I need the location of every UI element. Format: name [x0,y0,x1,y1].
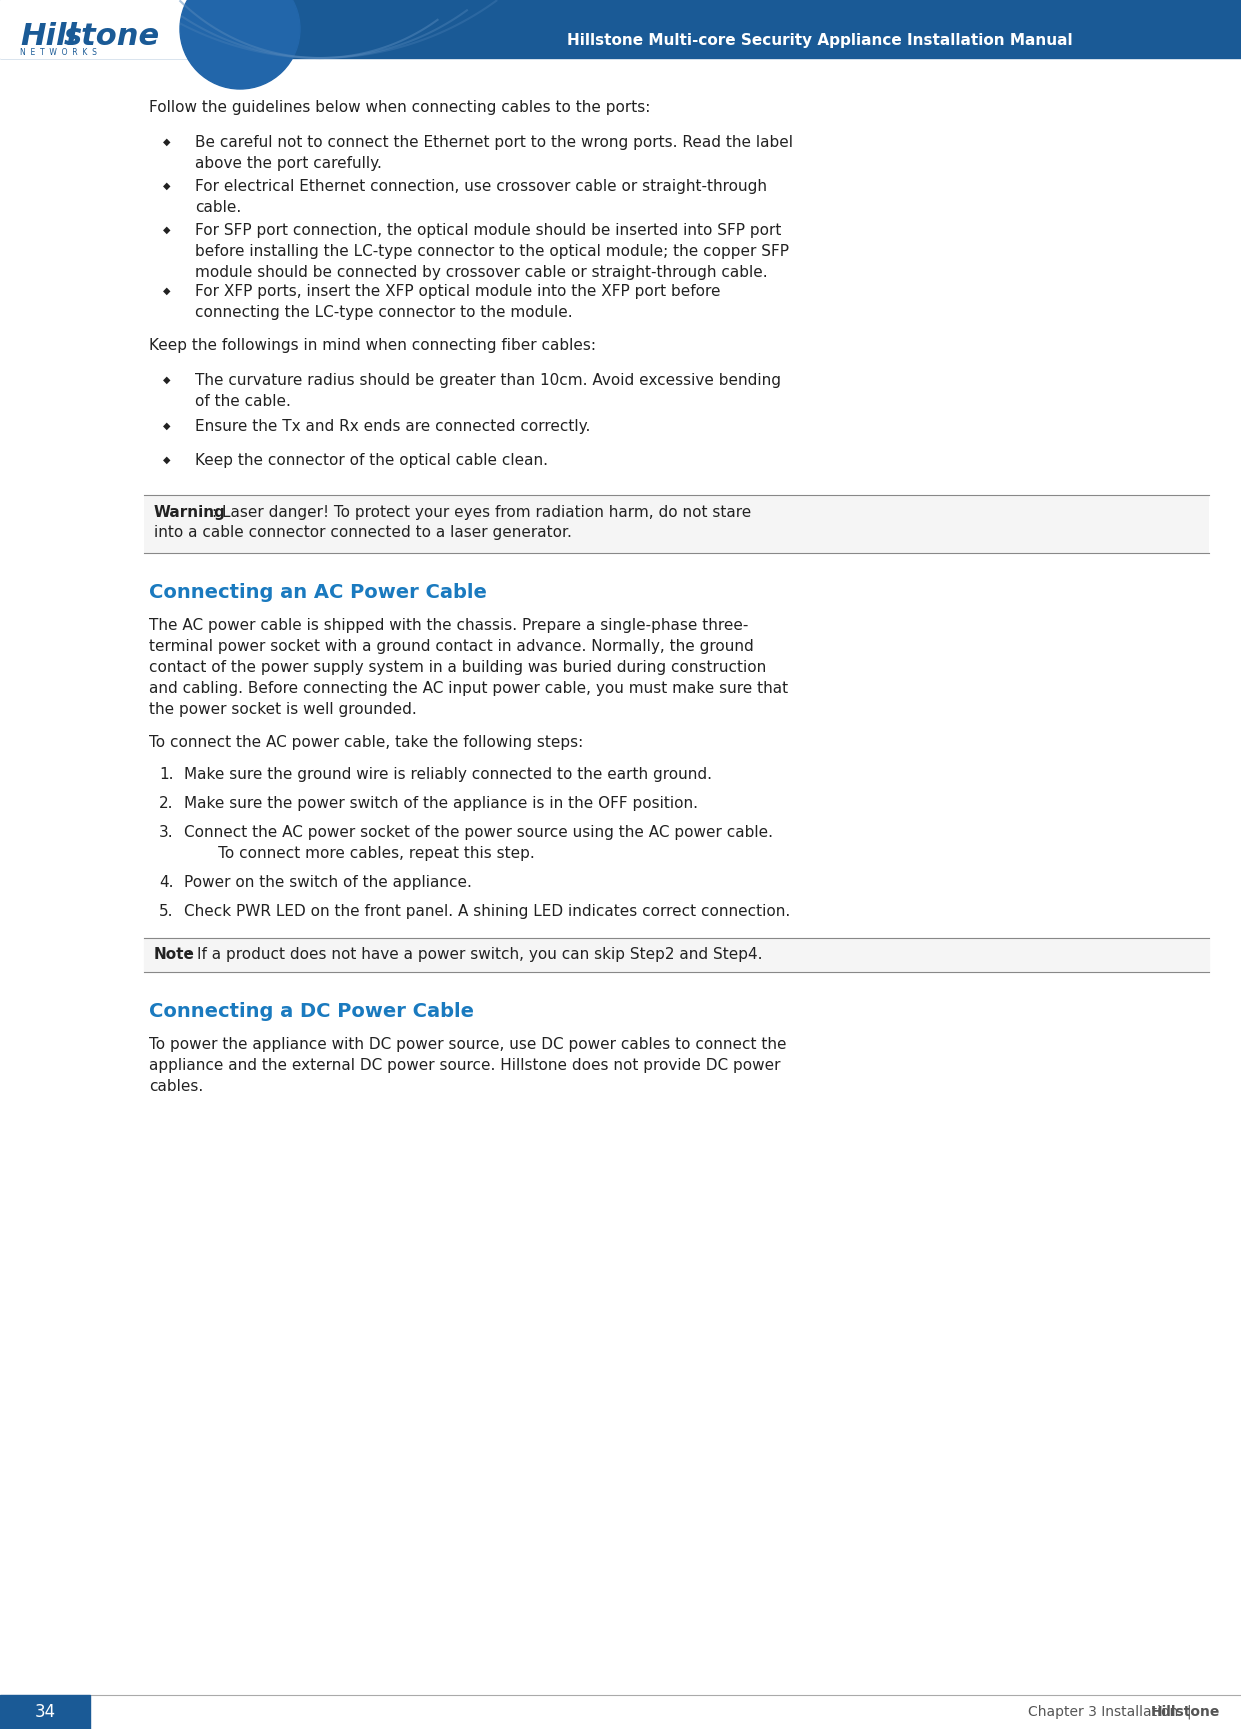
Text: ◆: ◆ [163,375,170,386]
Text: The curvature radius should be greater than 10cm. Avoid excessive bending
of the: The curvature radius should be greater t… [195,373,781,410]
Text: 1.: 1. [159,768,174,782]
Text: For SFP port connection, the optical module should be inserted into SFP port
bef: For SFP port connection, the optical mod… [195,223,789,280]
Text: Hillstone: Hillstone [1150,1705,1220,1719]
Text: Hillstone Multi-core Security Appliance Installation Manual: Hillstone Multi-core Security Appliance … [567,33,1072,48]
Text: Keep the followings in mind when connecting fiber cables:: Keep the followings in mind when connect… [149,337,596,353]
Text: For XFP ports, insert the XFP optical module into the XFP port before
connecting: For XFP ports, insert the XFP optical mo… [195,284,721,320]
Text: For electrical Ethernet connection, use crossover cable or straight-through
cabl: For electrical Ethernet connection, use … [195,180,767,214]
Text: contact of the power supply system in a building was buried during construction: contact of the power supply system in a … [149,660,766,674]
Circle shape [180,0,300,88]
Text: Make sure the power switch of the appliance is in the OFF position.: Make sure the power switch of the applia… [184,795,697,811]
Text: : If a product does not have a power switch, you can skip Step2 and Step4.: : If a product does not have a power swi… [187,947,762,961]
Text: Be careful not to connect the Ethernet port to the wrong ports. Read the label
a: Be careful not to connect the Ethernet p… [195,135,793,171]
Text: To power the appliance with DC power source, use DC power cables to connect the: To power the appliance with DC power sou… [149,1037,787,1051]
Text: terminal power socket with a ground contact in advance. Normally, the ground: terminal power socket with a ground cont… [149,640,753,654]
Text: stone: stone [65,22,160,50]
Text: ◆: ◆ [163,225,170,235]
Text: Follow the guidelines below when connecting cables to the ports:: Follow the guidelines below when connect… [149,100,650,116]
Text: cables.: cables. [149,1079,204,1094]
Text: Note: Note [154,947,195,961]
Text: 2.: 2. [159,795,174,811]
Text: Hill: Hill [20,22,77,50]
Text: Keep the connector of the optical cable clean.: Keep the connector of the optical cable … [195,453,549,469]
Text: ◆: ◆ [163,182,170,190]
Bar [0,0,210,59]
Text: : Laser danger! To protect your eyes from radiation harm, do not stare: : Laser danger! To protect your eyes fro… [212,505,751,520]
Text: Check PWR LED on the front panel. A shining LED indicates correct connection.: Check PWR LED on the front panel. A shin… [184,904,791,920]
Text: 34: 34 [35,1703,56,1720]
Bar [0,1694,91,1729]
Text: Connecting an AC Power Cable: Connecting an AC Power Cable [149,583,486,602]
Text: Connect the AC power socket of the power source using the AC power cable.
      : Connect the AC power socket of the power… [184,825,773,861]
Text: appliance and the external DC power source. Hillstone does not provide DC power: appliance and the external DC power sour… [149,1058,781,1074]
Text: Connecting a DC Power Cable: Connecting a DC Power Cable [149,1003,474,1022]
Text: Chapter 3 Installation  |: Chapter 3 Installation | [1028,1705,1200,1719]
Text: Make sure the ground wire is reliably connected to the earth ground.: Make sure the ground wire is reliably co… [184,768,712,782]
Text: N  E  T  W  O  R  K  S: N E T W O R K S [20,48,97,57]
Text: ◆: ◆ [163,285,170,296]
Text: To connect the AC power cable, take the following steps:: To connect the AC power cable, take the … [149,735,583,750]
Bar [144,939,1209,972]
Text: and cabling. Before connecting the AC input power cable, you must make sure that: and cabling. Before connecting the AC in… [149,681,788,697]
Bar [0,1694,1241,1729]
Text: Warning: Warning [154,505,226,520]
Text: 3.: 3. [159,825,174,840]
Text: The AC power cable is shipped with the chassis. Prepare a single-phase three-: The AC power cable is shipped with the c… [149,617,748,633]
Text: the power socket is well grounded.: the power socket is well grounded. [149,702,417,718]
Text: Ensure the Tx and Rx ends are connected correctly.: Ensure the Tx and Rx ends are connected … [195,418,591,434]
Bar [144,494,1209,553]
Text: ◆: ◆ [163,420,170,431]
Text: Power on the switch of the appliance.: Power on the switch of the appliance. [184,875,472,890]
Bar [0,0,1241,59]
Text: into a cable connector connected to a laser generator.: into a cable connector connected to a la… [154,526,572,539]
Text: 5.: 5. [159,904,174,920]
Text: ◆: ◆ [163,137,170,147]
Text: 4.: 4. [159,875,174,890]
Text: ◆: ◆ [163,455,170,465]
